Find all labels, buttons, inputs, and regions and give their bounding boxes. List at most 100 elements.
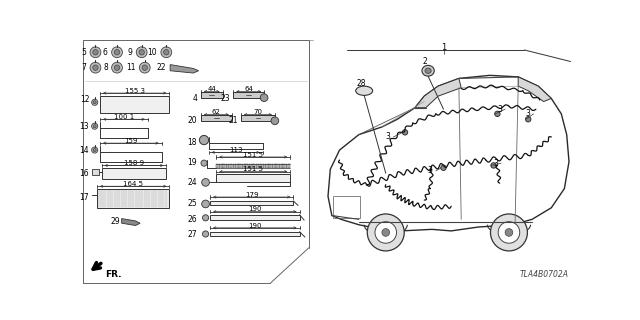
Bar	[210, 201, 293, 205]
Text: 3: 3	[497, 105, 502, 114]
Circle shape	[202, 215, 209, 221]
Circle shape	[367, 214, 404, 251]
Text: 113: 113	[229, 147, 243, 153]
Text: 179: 179	[245, 192, 259, 198]
Text: 3: 3	[525, 109, 531, 118]
Bar	[201, 92, 223, 98]
Text: 18: 18	[188, 138, 197, 147]
Text: 3: 3	[493, 159, 498, 168]
Bar	[210, 232, 300, 236]
Text: 28: 28	[356, 78, 366, 88]
Text: 21: 21	[228, 116, 238, 125]
Circle shape	[139, 50, 145, 55]
Text: 11: 11	[126, 63, 136, 72]
Circle shape	[111, 47, 122, 58]
Polygon shape	[170, 65, 198, 73]
Text: 24: 24	[188, 178, 197, 187]
Circle shape	[260, 94, 268, 101]
Bar	[279, 164, 280, 168]
Text: 5: 5	[81, 48, 86, 57]
Bar	[239, 164, 241, 168]
Circle shape	[111, 62, 122, 73]
Circle shape	[164, 50, 169, 55]
Bar	[276, 164, 278, 168]
Bar	[262, 164, 264, 168]
Text: 70: 70	[253, 109, 262, 115]
Text: 159: 159	[124, 138, 138, 144]
Bar	[102, 168, 166, 179]
Circle shape	[115, 50, 120, 55]
Circle shape	[93, 50, 98, 55]
Bar	[281, 164, 283, 168]
Bar	[258, 164, 259, 168]
Bar	[216, 164, 218, 168]
Text: 20: 20	[188, 116, 197, 125]
Circle shape	[498, 222, 520, 243]
Bar	[244, 164, 246, 168]
Circle shape	[271, 117, 279, 124]
Circle shape	[403, 130, 408, 135]
Text: 23: 23	[221, 94, 230, 103]
Text: 8: 8	[103, 63, 108, 72]
Circle shape	[90, 47, 101, 58]
Text: FR.: FR.	[105, 269, 121, 278]
Polygon shape	[122, 219, 140, 226]
Circle shape	[490, 214, 527, 251]
Bar	[274, 164, 276, 168]
Bar	[272, 164, 273, 168]
Circle shape	[505, 228, 513, 236]
Circle shape	[142, 65, 147, 70]
Circle shape	[136, 47, 147, 58]
Text: 25: 25	[188, 199, 197, 208]
Bar	[265, 164, 266, 168]
Circle shape	[93, 124, 96, 128]
Bar	[253, 164, 255, 168]
Bar	[267, 164, 269, 168]
Text: 12: 12	[80, 95, 90, 105]
Bar	[260, 164, 262, 168]
Polygon shape	[518, 77, 551, 101]
Ellipse shape	[356, 86, 372, 95]
Circle shape	[375, 222, 397, 243]
Ellipse shape	[425, 68, 431, 73]
Text: 7: 7	[81, 63, 86, 72]
Bar	[269, 164, 271, 168]
Bar	[284, 164, 285, 168]
Bar	[225, 164, 227, 168]
Text: 3: 3	[428, 166, 433, 175]
Bar	[219, 164, 220, 168]
Text: 16: 16	[79, 169, 90, 179]
Circle shape	[201, 160, 207, 166]
Text: 62: 62	[212, 109, 221, 115]
Text: 158 9: 158 9	[124, 160, 144, 166]
Bar	[235, 164, 236, 168]
Text: 190: 190	[248, 206, 262, 212]
Text: 2: 2	[422, 57, 428, 66]
Bar	[242, 164, 243, 168]
Bar	[237, 164, 239, 168]
Text: 26: 26	[188, 215, 197, 224]
Bar	[234, 92, 264, 98]
Bar	[288, 164, 289, 168]
Circle shape	[382, 228, 390, 236]
Bar	[249, 164, 250, 168]
Text: 17: 17	[79, 193, 90, 202]
Bar	[216, 174, 291, 182]
Circle shape	[200, 135, 209, 145]
Bar	[251, 164, 253, 168]
Bar	[230, 164, 232, 168]
Text: 9: 9	[127, 48, 132, 57]
Circle shape	[93, 148, 96, 152]
Circle shape	[202, 179, 209, 186]
Bar	[92, 169, 99, 175]
Circle shape	[202, 231, 209, 237]
Text: 6: 6	[103, 48, 108, 57]
Bar	[232, 164, 234, 168]
Text: 27: 27	[188, 230, 197, 239]
Text: 29: 29	[111, 217, 120, 226]
Circle shape	[93, 65, 98, 70]
Bar	[241, 115, 275, 121]
Text: 1: 1	[441, 43, 446, 52]
Text: 4: 4	[192, 94, 197, 103]
Circle shape	[92, 123, 98, 129]
